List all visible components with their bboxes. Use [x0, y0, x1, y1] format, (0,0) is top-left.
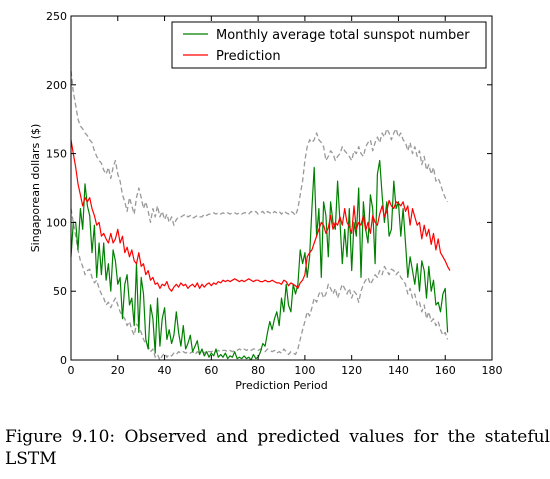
- x-tick-label: 180: [482, 364, 503, 377]
- series-line-0: [70, 159, 449, 361]
- line-chart: 0 20 40 60 80 100 120 140 160 180050100150200250 …: [29, 10, 503, 392]
- y-tick-label: 150: [46, 148, 67, 161]
- legend-label-prediction: Prediction: [216, 49, 281, 64]
- figure-caption: Figure 9.10: Observed and predicted valu…: [5, 427, 550, 469]
- y-tick-label: 100: [46, 216, 67, 229]
- x-tick-label: 160: [435, 364, 456, 377]
- legend-label-sunspot: Monthly average total sunspot number: [216, 28, 470, 43]
- series-line-3: [70, 208, 449, 361]
- x-tick-label: 140: [388, 364, 409, 377]
- x-tick-label: 40: [158, 364, 172, 377]
- x-tick-label: 80: [251, 364, 265, 377]
- legend-box: [171, 21, 487, 69]
- series-layer: [70, 70, 451, 361]
- x-tick-label: 120: [341, 364, 362, 377]
- x-tick-label: 100: [294, 364, 315, 377]
- plot-frame: [70, 15, 493, 361]
- series-line-1: [70, 139, 451, 292]
- x-axis-label: Prediction Period: [235, 379, 327, 392]
- y-tick-label: 0: [60, 354, 67, 367]
- y-axis-label: Singaporean dollars ($): [29, 124, 42, 253]
- legend: Monthly average total sunspot number Pre…: [171, 21, 487, 69]
- y-tick-label: 250: [46, 10, 67, 23]
- y-tick-label: 50: [53, 285, 67, 298]
- x-tick-label: 60: [204, 364, 218, 377]
- x-tick-label: 20: [111, 364, 125, 377]
- ticks-layer: 0 20 40 60 80 100 120 140 160 180 0 50 100 150 200 250: [46, 10, 503, 377]
- y-tick-label: 200: [46, 79, 67, 92]
- x-tick-label: 0: [68, 364, 75, 377]
- series-line-2: [70, 70, 449, 226]
